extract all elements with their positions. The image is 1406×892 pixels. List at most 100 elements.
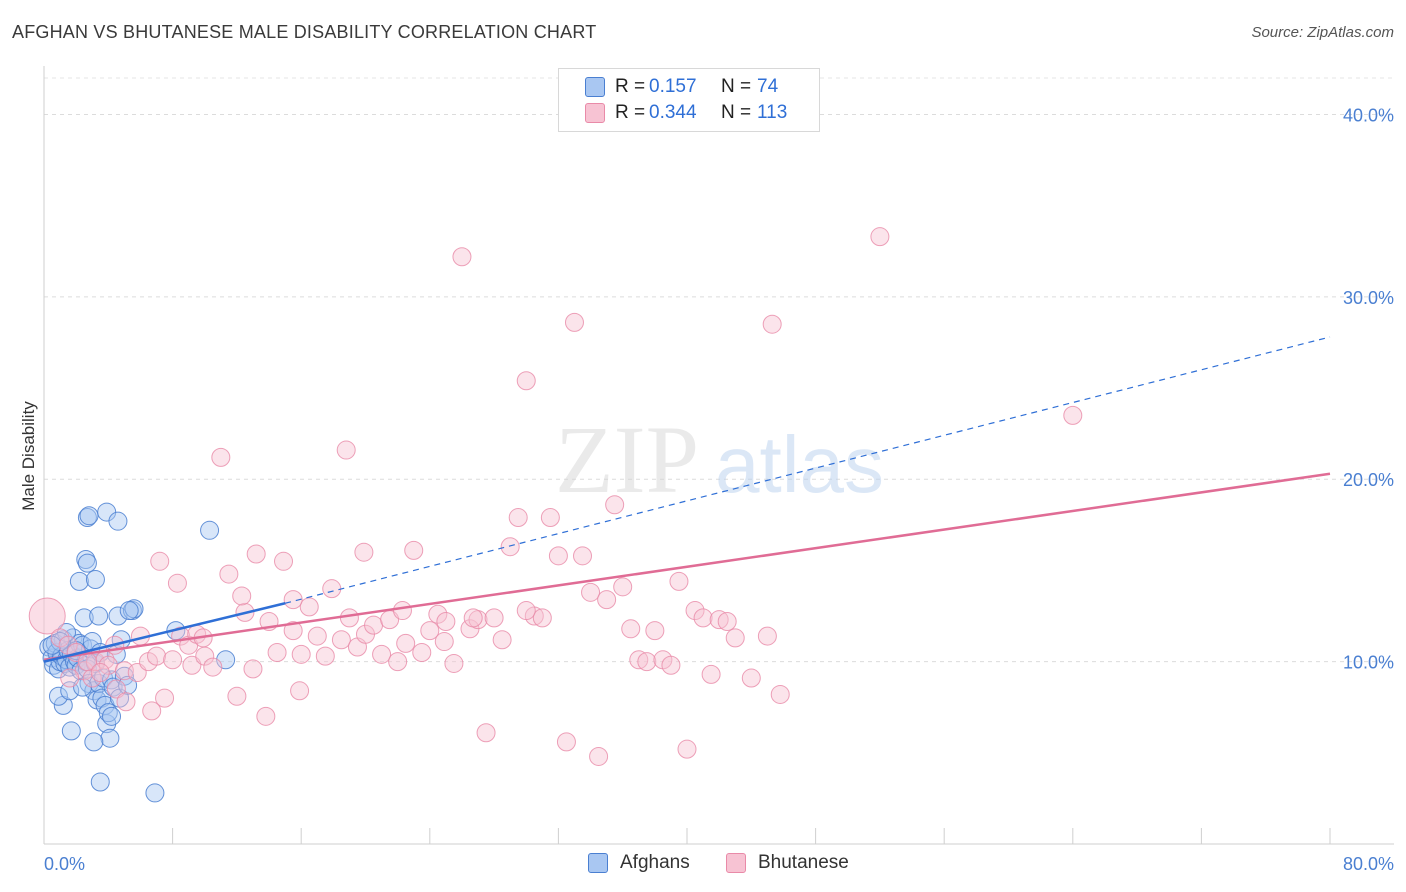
bhutanese-point	[246, 544, 266, 564]
bhutanese-point	[291, 644, 311, 664]
bhutanese-point	[58, 635, 78, 655]
bhutanese-point	[564, 312, 584, 332]
bhutanese-point	[508, 508, 528, 528]
bhutanese-point	[434, 632, 454, 652]
bhutanese-point	[388, 652, 408, 672]
bhutanese-point	[299, 597, 319, 617]
bhutanese-point	[322, 579, 342, 599]
afghan-point	[118, 675, 138, 695]
bhutanese-point	[106, 679, 126, 699]
bhutanese-point	[90, 663, 110, 683]
afghan-point	[145, 783, 165, 803]
afghan-swatch	[585, 77, 605, 97]
bhutanese-point	[283, 621, 303, 641]
y-tick-label: 20.0%	[1343, 470, 1394, 490]
afghan-point	[85, 570, 105, 590]
bhutanese-point	[1063, 405, 1083, 425]
afghan-point	[48, 686, 68, 706]
bhutanese-point	[283, 590, 303, 610]
bhutanese-point	[532, 608, 552, 628]
r-label: R =	[615, 102, 646, 123]
bhutanese-point	[516, 601, 536, 621]
bhutanese-point	[556, 732, 576, 752]
gridlines	[44, 77, 1394, 663]
correlation-legend: R = 0.157 N = 74 R = 0.344 N = 113	[558, 68, 820, 132]
afghan-point	[102, 706, 122, 726]
bhutanese-point	[548, 546, 568, 566]
bhutanese-point	[404, 540, 424, 560]
bhutanese-point	[211, 447, 231, 467]
afghan-point	[42, 635, 62, 655]
bhutanese-point	[436, 611, 456, 631]
bhutanese-point	[336, 440, 356, 460]
afghan-trend-extension	[284, 336, 1331, 604]
bhutanese-point	[613, 577, 633, 597]
n-label: N =	[721, 76, 752, 97]
bhutanese-legend-swatch	[726, 853, 746, 873]
bhutanese-point	[420, 621, 440, 641]
bhutanese-point	[412, 643, 432, 662]
watermark-atlas: atlas	[715, 420, 884, 509]
bhutanese-point	[589, 746, 609, 766]
bhutanese-point	[150, 551, 170, 571]
afghan-point	[90, 772, 110, 792]
axes	[43, 66, 1394, 845]
bhutanese-point	[163, 650, 183, 670]
bhutanese-trend-line	[43, 472, 1331, 662]
y-axis-label: Male Disability	[19, 401, 38, 511]
bhutanese-point	[770, 684, 790, 704]
afghan-legend-label: Afghans	[620, 852, 690, 873]
bottom-legend-bhutanese: Bhutanese	[726, 852, 849, 874]
bhutanese-point	[452, 247, 472, 267]
bhutanese-point	[669, 571, 689, 591]
afghan-point	[100, 728, 120, 748]
afghan-point	[89, 606, 109, 626]
bhutanese-point	[701, 664, 721, 684]
bhutanese-point	[516, 371, 536, 391]
bhutanese-point	[354, 542, 374, 562]
bhutanese-point	[364, 615, 384, 635]
bhutanese-point	[621, 619, 641, 639]
afghan-point	[108, 606, 128, 626]
afghan-point	[108, 511, 128, 531]
bhutanese-point	[661, 655, 681, 675]
afghan-point	[119, 601, 139, 621]
x-tick-max: 80.0%	[1343, 854, 1394, 874]
legend-row-bhutanese: R = 0.344 N = 113	[585, 101, 787, 125]
bottom-legend-afghans: Afghans	[588, 852, 690, 874]
bhutanese-point	[685, 601, 705, 621]
bhutanese-point	[757, 626, 777, 646]
afghan-legend-swatch	[588, 853, 608, 873]
r-label: R =	[615, 76, 646, 97]
bhutanese-point	[315, 646, 335, 666]
bhutanese-point	[762, 314, 782, 334]
watermark: ZIP atlas	[555, 406, 884, 513]
bhutanese-point	[182, 655, 202, 675]
bhutanese-swatch	[585, 103, 605, 123]
afghan-trend-line	[43, 602, 286, 663]
bhutanese-point	[428, 604, 448, 624]
bhutanese-point	[267, 643, 287, 662]
bhutanese-point	[155, 688, 175, 708]
bhutanese-point	[147, 646, 167, 666]
bhutanese-point	[463, 608, 483, 628]
bhutanese-point	[573, 546, 593, 566]
bhutanese-point	[243, 659, 263, 679]
bhutanese-point	[717, 611, 737, 631]
bhutanese-point	[741, 668, 761, 688]
afghan-point	[200, 520, 220, 540]
bhutanese-point	[677, 739, 697, 759]
bhutanese-point	[339, 608, 359, 628]
bhutanese-point	[60, 668, 80, 688]
r-value: 0.344	[649, 102, 697, 123]
bhutanese-point	[500, 537, 520, 557]
chart-title: AFGHAN VS BHUTANESE MALE DISABILITY CORR…	[12, 22, 597, 42]
bhutanese-point	[290, 681, 310, 701]
bhutanese-point	[256, 706, 276, 726]
bhutanese-point	[597, 590, 617, 610]
n-label: N =	[721, 102, 752, 123]
bhutanese-point	[396, 633, 416, 653]
bhutanese-point	[725, 628, 745, 648]
bhutanese-point	[444, 653, 464, 673]
afghan-point	[84, 732, 104, 752]
